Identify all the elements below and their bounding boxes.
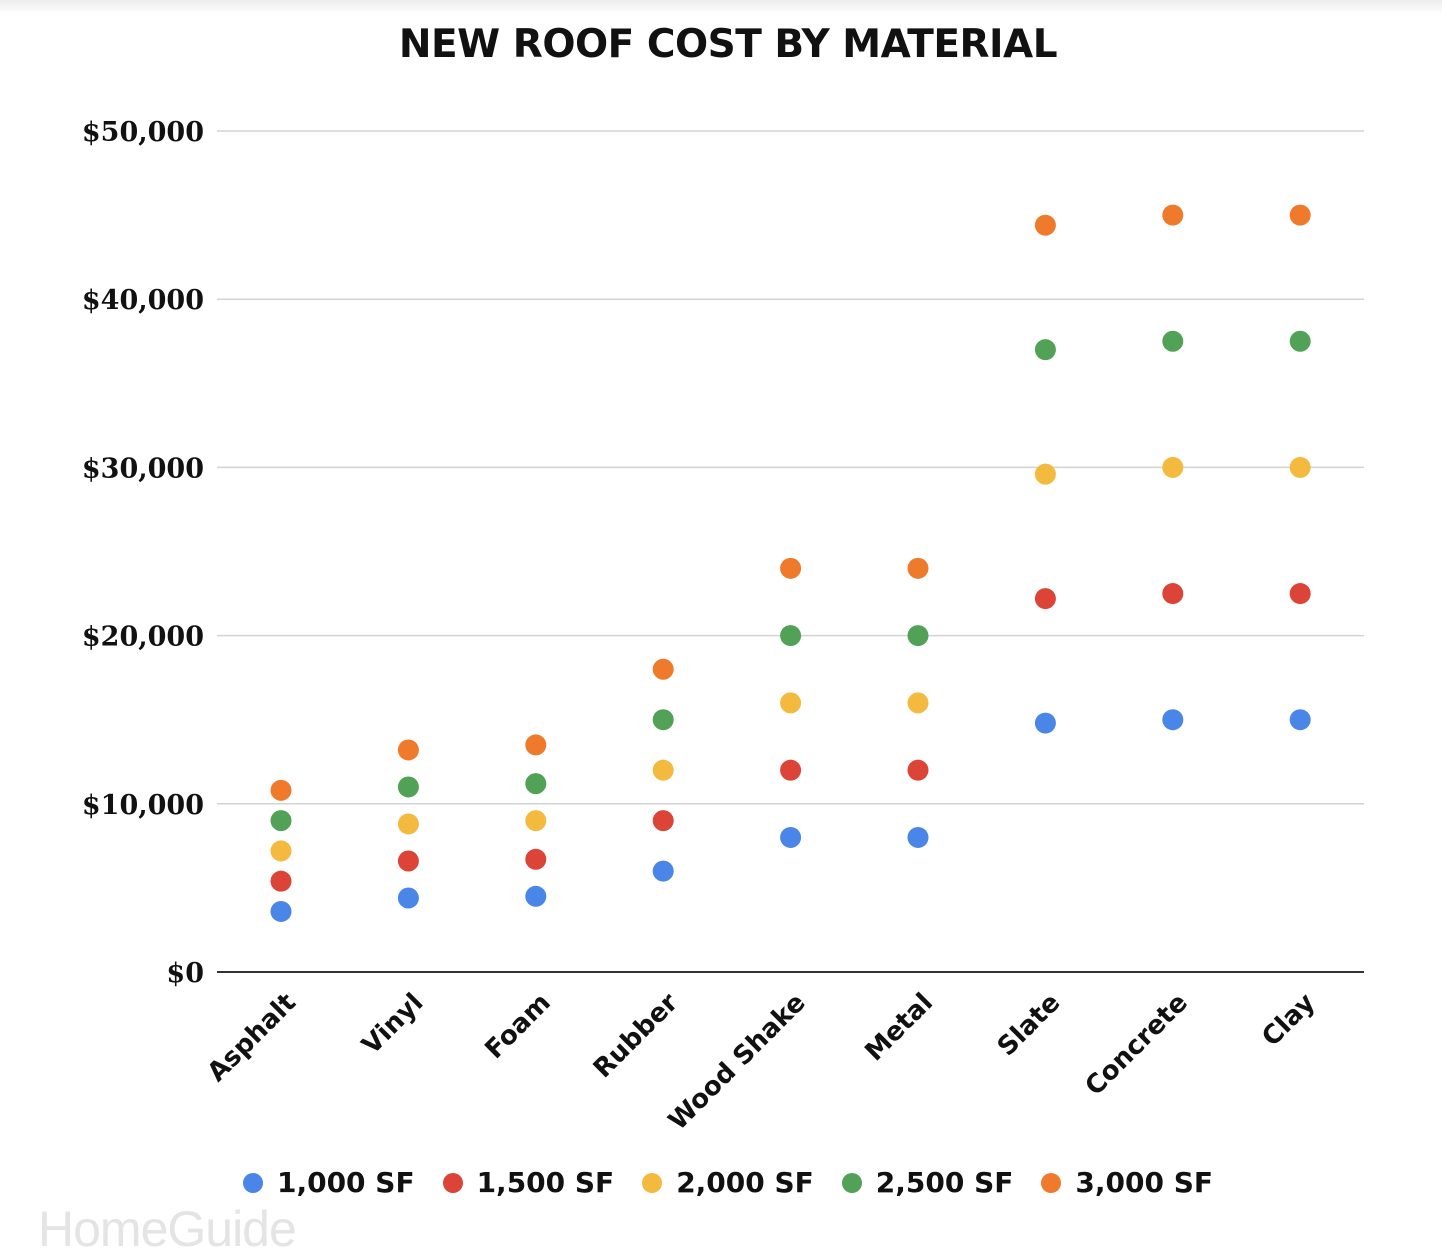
legend-label: 1,000 SF — [276, 1166, 415, 1199]
data-point — [652, 658, 674, 680]
legend-label: 3,000 SF — [1075, 1166, 1214, 1199]
data-point — [907, 557, 929, 579]
data-point — [780, 826, 802, 848]
data-point — [1034, 214, 1056, 236]
data-point — [525, 773, 547, 795]
legend-marker — [442, 1172, 463, 1193]
chart-title: NEW ROOF COST BY MATERIAL — [398, 22, 1058, 67]
legend-item: 2,500 SF — [841, 1166, 1014, 1199]
data-point — [1162, 204, 1184, 226]
homeguide-watermark: HomeGuide — [38, 1201, 297, 1257]
data-points — [270, 204, 1311, 922]
data-point — [652, 759, 674, 781]
data-point — [1034, 712, 1056, 734]
data-point — [1162, 456, 1184, 478]
data-point — [525, 885, 547, 907]
legend-item: 1,500 SF — [442, 1166, 615, 1199]
y-tick-label: $10,000 — [82, 790, 204, 821]
data-point — [1289, 456, 1311, 478]
x-tick-label: Slate — [992, 988, 1066, 1062]
legend-label: 2,000 SF — [676, 1166, 814, 1199]
y-axis-ticks: $0 $10,000 $20,000 $30,000 $40,000 $50,000 — [82, 117, 204, 989]
x-tick-label: Asphalt — [202, 988, 302, 1088]
legend-marker — [242, 1172, 263, 1193]
y-tick-label: $50,000 — [82, 117, 204, 148]
data-point — [270, 810, 292, 832]
legend-label: 2,500 SF — [875, 1166, 1014, 1199]
data-point — [652, 860, 674, 882]
legend-marker — [841, 1172, 862, 1193]
y-tick-label: $0 — [166, 958, 204, 989]
y-tick-label: $20,000 — [82, 622, 204, 653]
legend-marker — [642, 1172, 663, 1193]
data-point — [397, 850, 419, 872]
data-point — [652, 810, 674, 832]
data-point — [780, 557, 802, 579]
x-tick-label: Concrete — [1080, 988, 1194, 1102]
data-point — [907, 692, 929, 714]
y-tick-label: $30,000 — [82, 453, 204, 484]
data-point — [397, 739, 419, 761]
data-point — [1162, 709, 1184, 731]
data-point — [525, 734, 547, 756]
data-point — [525, 848, 547, 870]
data-point — [270, 840, 292, 862]
data-point — [397, 776, 419, 798]
y-tick-label: $40,000 — [82, 285, 204, 316]
data-point — [1034, 463, 1056, 485]
legend-label: 1,500 SF — [476, 1166, 615, 1199]
legend: 1,000 SF 1,500 SF 2,000 SF 2,500 SF 3,000 SF — [0, 1166, 1442, 1199]
legend-item: 2,000 SF — [642, 1166, 814, 1199]
data-point — [652, 709, 674, 731]
data-point — [270, 870, 292, 892]
data-point — [397, 887, 419, 909]
data-point — [907, 759, 929, 781]
x-tick-label: Vinyl — [357, 988, 430, 1061]
x-tick-label: Rubber — [588, 988, 684, 1084]
top-shadow — [0, 0, 1442, 14]
data-point — [270, 900, 292, 922]
data-point — [780, 692, 802, 714]
data-point — [1289, 583, 1311, 605]
data-point — [270, 779, 292, 801]
data-point — [1162, 583, 1184, 605]
data-point — [907, 625, 929, 647]
data-point — [1034, 339, 1056, 361]
data-point — [397, 813, 419, 835]
data-point — [780, 759, 802, 781]
data-point — [1289, 709, 1311, 731]
x-tick-label: Foam — [480, 988, 557, 1065]
scatter-chart: $0 $10,000 $20,000 $30,000 $40,000 $50,000 As… — [82, 117, 1364, 1137]
legend-item: 3,000 SF — [1041, 1166, 1213, 1199]
x-tick-label: Wood Shake — [663, 988, 812, 1137]
data-point — [525, 810, 547, 832]
legend-item: 1,000 SF — [242, 1166, 415, 1199]
data-point — [1162, 330, 1184, 352]
data-point — [1289, 330, 1311, 352]
data-point — [907, 826, 929, 848]
x-tick-label: Metal — [859, 988, 938, 1067]
x-tick-label: Clay — [1256, 988, 1321, 1053]
data-point — [1289, 204, 1311, 226]
data-point — [780, 625, 802, 647]
data-point — [1034, 588, 1056, 610]
legend-marker — [1041, 1172, 1062, 1193]
